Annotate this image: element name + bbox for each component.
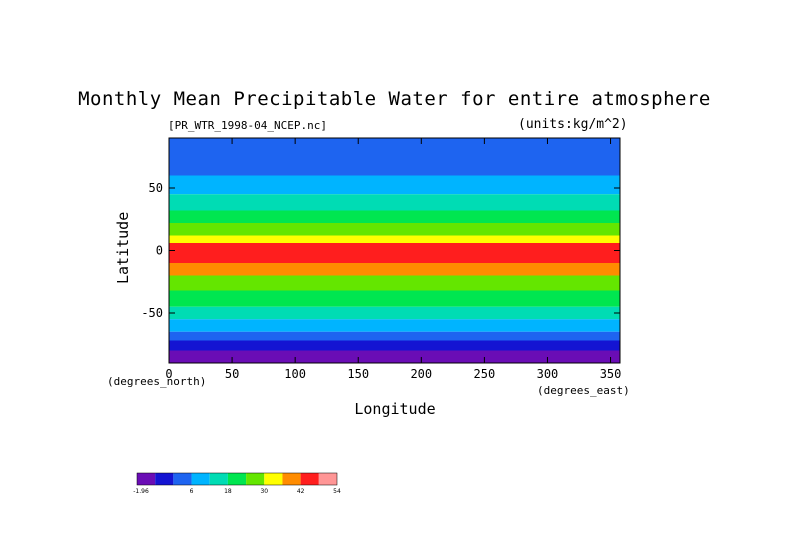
colorbar-tick-label: 18 — [224, 488, 232, 495]
lat-band — [169, 340, 620, 351]
lat-band — [169, 319, 620, 332]
colorbar-swatch — [173, 473, 192, 485]
lat-band — [169, 306, 620, 320]
colorbar-swatch — [246, 473, 265, 485]
x-tick-label: 300 — [537, 367, 559, 381]
colorbar-tick-label: 30 — [260, 488, 268, 495]
x-axis-label: Longitude — [354, 400, 436, 418]
colorbar-swatch — [227, 473, 247, 485]
lat-band — [169, 331, 620, 341]
x-tick-label: 50 — [225, 367, 239, 381]
lat-band — [169, 175, 620, 195]
lat-band — [169, 210, 620, 223]
file-name-label: [PR_WTR_1998-04_NCEP.nc] — [168, 119, 327, 132]
y-tick-label: -50 — [141, 306, 163, 320]
lat-band — [169, 235, 620, 243]
colorbar-tick-label: -1.96 — [133, 488, 149, 495]
colorbar: -1.96 6 18 30 42 54 — [133, 472, 341, 495]
colorbar-tick-label: 54 — [333, 488, 341, 495]
map-layer — [168, 137, 621, 364]
y-tick-label: 0 — [156, 244, 163, 258]
x-units-label: (degrees_east) — [537, 384, 630, 397]
y-units-label: (degrees_north) — [107, 375, 207, 388]
x-tick-label: 250 — [474, 367, 496, 381]
lat-band — [169, 275, 620, 291]
lat-band — [169, 194, 620, 211]
lat-band — [169, 160, 620, 176]
colorbar-tick-label: 42 — [297, 488, 305, 495]
colorbar-swatch — [300, 473, 319, 485]
colorbar-swatch — [137, 473, 156, 485]
x-tick-label: 100 — [284, 367, 306, 381]
colorbar-swatch — [264, 473, 283, 485]
colorbar-swatch — [318, 473, 337, 485]
x-tick-label: 0 — [165, 367, 172, 381]
colorbar-tick-label: 6 — [190, 488, 194, 495]
lat-band — [169, 243, 620, 251]
chart-title: Monthly Mean Precipitable Water for enti… — [78, 88, 711, 110]
x-tick-label: 200 — [410, 367, 432, 381]
lat-band — [169, 290, 620, 307]
axis-layer: 0 50 100 150 200 250 300 350 50 0 -50 — [141, 138, 621, 381]
lat-band — [169, 350, 620, 363]
colorbar-swatch — [155, 473, 174, 485]
lat-band — [169, 263, 620, 276]
lat-band — [169, 250, 620, 263]
units-label: (units:kg/m^2) — [518, 117, 628, 132]
colorbar-swatch — [191, 473, 210, 485]
colorbar-swatch — [282, 473, 301, 485]
colorbar-frame — [136, 472, 338, 486]
x-tick-label: 150 — [347, 367, 369, 381]
lat-band — [169, 138, 620, 161]
x-tick-label: 350 — [600, 367, 622, 381]
lat-band — [169, 223, 620, 236]
y-tick-label: 50 — [149, 181, 163, 195]
colorbar-swatch — [209, 473, 228, 485]
